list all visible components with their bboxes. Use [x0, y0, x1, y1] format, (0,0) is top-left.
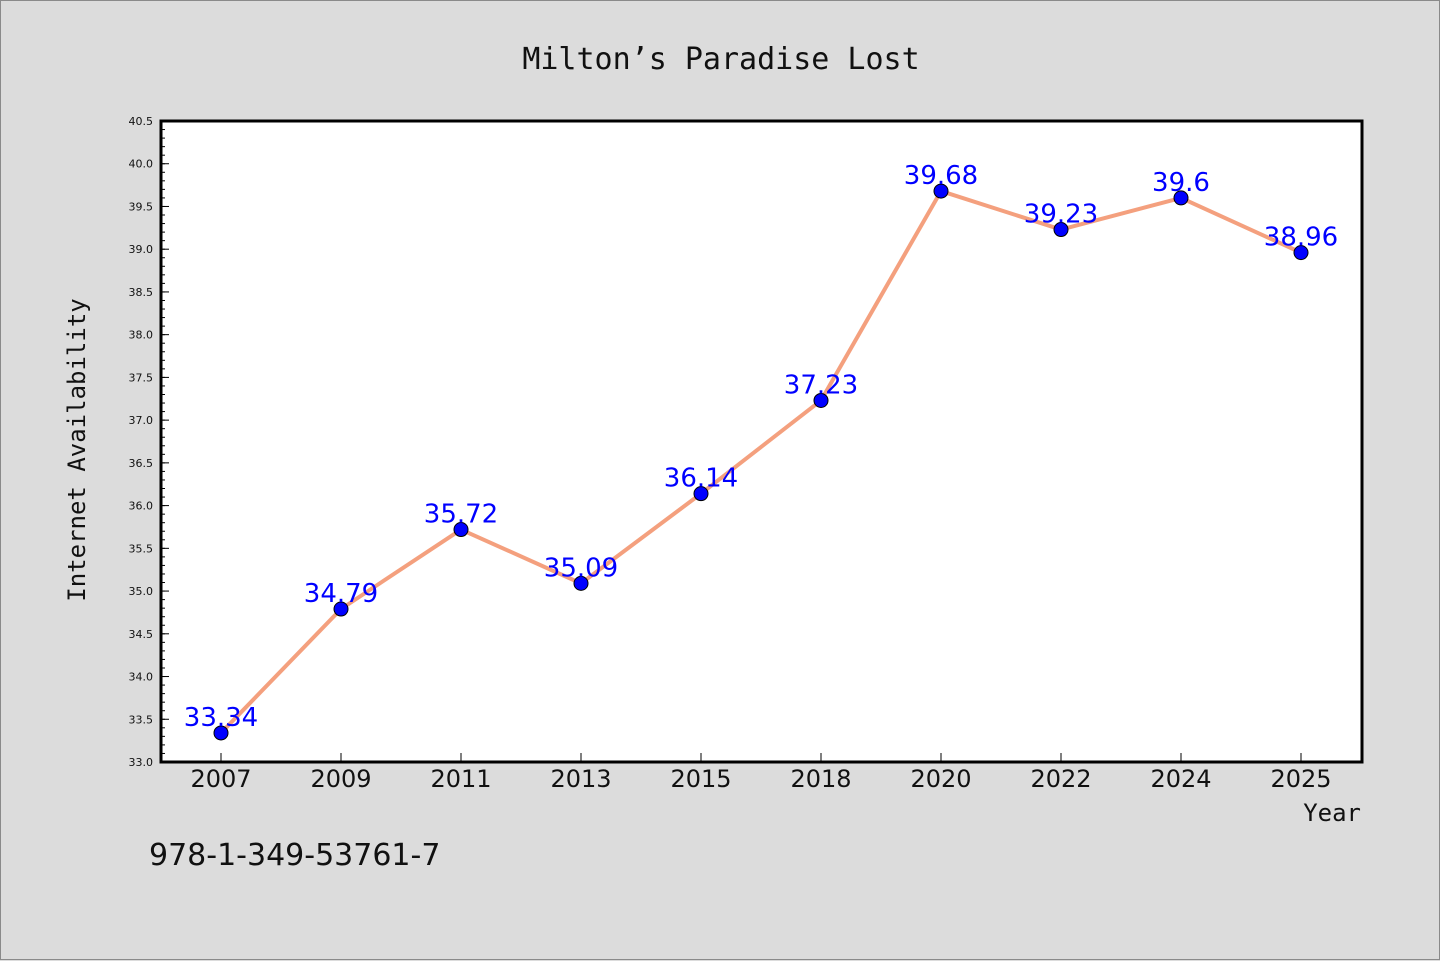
x-tick-label: 2020: [910, 765, 971, 793]
data-point: [693, 486, 709, 502]
y-tick-label: 40.0: [129, 158, 154, 171]
y-tick-label: 35.5: [129, 542, 154, 555]
series-markers: [213, 183, 1309, 741]
data-label: 39.6: [1152, 168, 1210, 198]
y-axis-label: Internet Availability: [63, 298, 91, 601]
data-label: 37.23: [784, 370, 858, 400]
y-tick-label: 40.5: [129, 115, 154, 128]
chart-title: Milton’s Paradise Lost: [522, 42, 919, 77]
data-point: [1173, 190, 1189, 206]
data-label: 33.34: [184, 703, 258, 733]
data-label: 35.09: [544, 553, 618, 583]
data-point: [933, 183, 949, 199]
x-tick-label: 2025: [1270, 765, 1331, 793]
data-point: [453, 522, 469, 538]
x-tick-label: 2015: [670, 765, 731, 793]
data-point: [813, 392, 829, 408]
data-point: [1053, 222, 1069, 238]
y-tick-label: 35.0: [129, 585, 154, 598]
data-label: 39.23: [1024, 200, 1098, 230]
y-tick-label: 33.0: [129, 756, 154, 769]
y-axis: 33.0 33.5 34.0 34.5 35.0 35.5 36.0 36.5 37.0 37.5…: [129, 115, 169, 769]
data-labels: 33.34 34.79 35.72 35.09 36.14 37.23 39.68 39.23…: [184, 161, 1338, 733]
x-tick-label: 2013: [550, 765, 611, 793]
x-tick-label: 2024: [1150, 765, 1211, 793]
x-tick-label: 2018: [790, 765, 851, 793]
data-label: 39.68: [904, 161, 978, 191]
x-axis-label: Year: [1303, 799, 1361, 827]
series-line: [219, 189, 1302, 735]
y-tick-label: 36.0: [129, 500, 154, 513]
data-point: [1293, 245, 1309, 261]
plot-area: [159, 119, 1364, 764]
data-label: 36.14: [664, 464, 738, 494]
y-tick-label: 39.0: [129, 243, 154, 256]
y-tick-label: 33.5: [129, 713, 154, 726]
x-tick-label: 2007: [190, 765, 251, 793]
y-tick-label: 37.0: [129, 414, 154, 427]
data-point: [573, 575, 589, 591]
x-tick-label: 2009: [310, 765, 371, 793]
y-tick-label: 38.0: [129, 329, 154, 342]
y-tick-label: 39.5: [129, 200, 154, 213]
data-point: [333, 601, 349, 617]
y-tick-label: 34.0: [129, 671, 154, 684]
y-tick-label: 34.5: [129, 628, 154, 641]
data-label: 38.96: [1264, 223, 1338, 253]
y-tick-label: 36.5: [129, 457, 154, 470]
x-axis: 2007 2009 2011 2013 2015 2018 2020 2022 2024 2025: [190, 753, 1332, 793]
x-tick-label: 2022: [1030, 765, 1091, 793]
data-point: [213, 725, 229, 741]
y-tick-label: 38.5: [129, 286, 154, 299]
data-label: 34.79: [304, 579, 378, 609]
data-label: 35.72: [424, 500, 498, 530]
x-tick-label: 2011: [430, 765, 491, 793]
isbn-footnote: 978-1-349-53761-7: [149, 838, 440, 873]
y-tick-label: 37.5: [129, 371, 154, 384]
